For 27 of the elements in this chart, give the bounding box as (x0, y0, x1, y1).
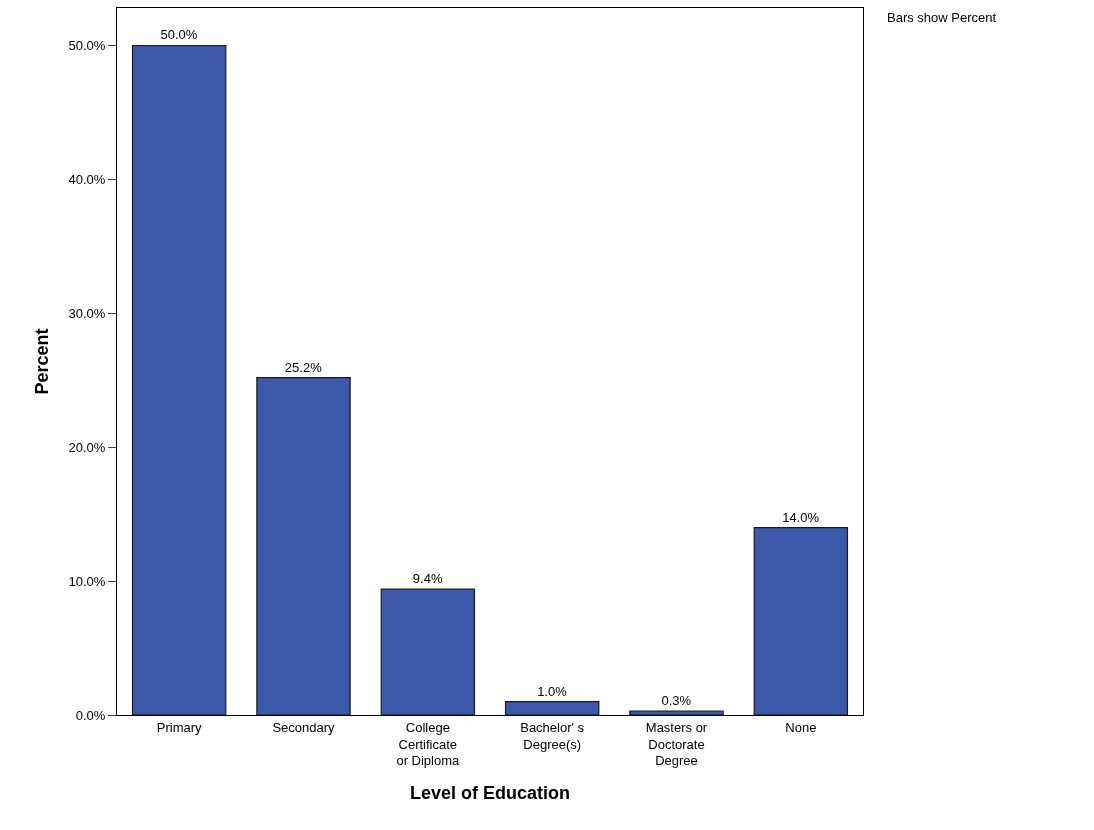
x-tick-label: Bachelor' s Degree(s) (520, 719, 585, 752)
y-axis-title: Percent (31, 328, 52, 395)
y-tick-label: 20.0% (68, 439, 106, 455)
y-tick-label: 10.0% (68, 573, 106, 589)
bar (380, 588, 476, 715)
bar (753, 526, 849, 715)
x-tick-label: None (785, 719, 817, 735)
data-label: 14.0% (782, 509, 820, 525)
data-label: 50.0% (160, 27, 198, 43)
data-label: 25.2% (284, 359, 323, 375)
y-tick-label: 0.0% (75, 707, 106, 723)
data-label: 9.4% (412, 571, 443, 587)
bar (256, 376, 351, 715)
text: Bars show Percent (887, 10, 997, 25)
data-label: 1.0% (537, 683, 568, 699)
x-tick-label: Primary (156, 719, 203, 735)
bar (504, 701, 600, 715)
y-tick-label: 30.0% (68, 305, 106, 321)
x-axis-title: Level of Education (409, 782, 571, 803)
data-label: 0.3% (661, 692, 692, 708)
x-tick-label: Masters or Doctorate Degree (645, 719, 708, 769)
bar (629, 710, 724, 715)
x-tick-label: College Certificate or Diploma (396, 719, 461, 769)
bar (131, 44, 227, 715)
y-tick-label: 40.0% (68, 171, 106, 187)
y-tick-label: 50.0% (68, 38, 106, 54)
x-tick-label: Secondary (272, 719, 336, 735)
